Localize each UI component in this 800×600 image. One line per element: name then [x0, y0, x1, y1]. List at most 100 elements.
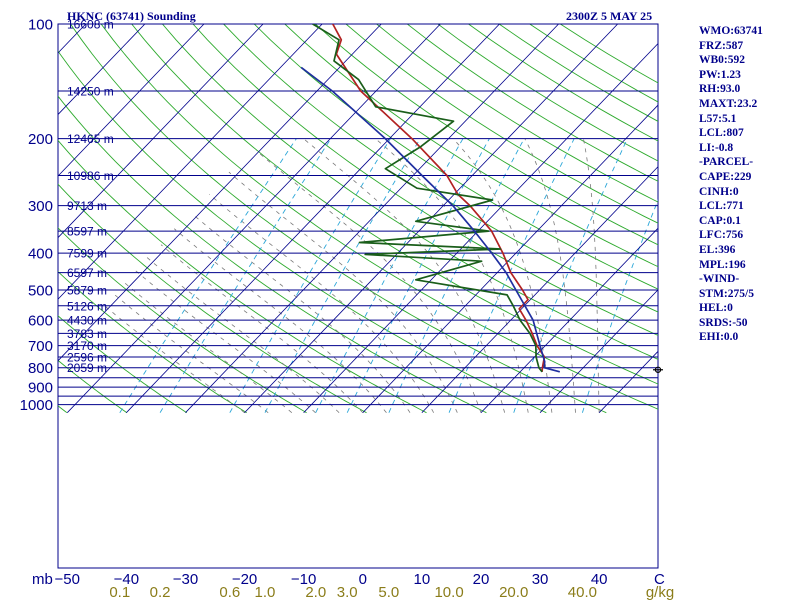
pressure-tick-label: 300 — [28, 198, 53, 215]
mixing-ratio-line — [229, 138, 391, 413]
height-label: 4430 m — [67, 314, 107, 328]
dry-adiabat — [0, 24, 7, 413]
isotherm — [58, 24, 264, 239]
pressure-unit-label: mb — [32, 571, 53, 588]
isotherm — [58, 24, 382, 362]
diagram-background — [57, 23, 659, 569]
isotherm-lines — [0, 24, 658, 413]
section-wind: -WIND- — [699, 273, 740, 286]
dry-adiabat — [192, 24, 658, 336]
dry-adiabat — [70, 24, 607, 414]
isotherm — [0, 24, 27, 413]
moist-adiabat — [255, 150, 482, 413]
height-label: 3783 m — [67, 327, 107, 341]
height-label: 8597 m — [67, 225, 107, 239]
mixing-ratio-line — [119, 138, 297, 413]
mixing-ratio-label: 0.1 — [109, 584, 130, 600]
height-label: 16608 m — [67, 18, 114, 32]
wind-marker-circle — [654, 366, 662, 373]
mixing-ratio-line — [346, 138, 490, 413]
height-label: 2596 m — [67, 351, 107, 365]
pressure-tick-label: 200 — [28, 131, 53, 148]
index-pw: PW:1.23 — [699, 68, 741, 81]
dry-adiabat — [58, 315, 188, 414]
index-l57: L57:5.1 — [699, 112, 737, 125]
dry-adiabat — [253, 24, 658, 290]
sounding-indices: WMO:63741 FRZ:587 WB0:592 PW:1.23 RH:93.… — [699, 24, 763, 345]
index-cinh: CINH:0 — [699, 185, 739, 198]
height-label: 14250 m — [67, 85, 114, 99]
temperature-tick-label: 30 — [532, 571, 549, 588]
mixing-ratio-label: 3.0 — [337, 584, 358, 600]
pressure-tick-label: 900 — [28, 380, 53, 397]
pressure-tick-label: 600 — [28, 313, 53, 330]
height-label: 6597 m — [67, 266, 107, 280]
moist-adiabat — [122, 281, 293, 413]
index-maxt: MAXT:23.2 — [699, 97, 758, 110]
mixing-ratio-label: 5.0 — [378, 584, 399, 600]
dry-adiabat — [345, 24, 658, 224]
mixing-ratio-label: 1.0 — [255, 584, 276, 600]
isotherm — [480, 227, 658, 413]
dry-adiabat — [58, 271, 247, 414]
isotherm — [303, 42, 658, 413]
temperature-tick-label: 20 — [473, 571, 490, 588]
moist-adiabat — [452, 138, 553, 413]
isotherm — [244, 24, 618, 413]
pressure-tick-label: 100 — [28, 17, 53, 34]
isotherm — [421, 166, 658, 413]
dry-adiabat — [58, 183, 367, 414]
temperature-tick-label: −10 — [291, 571, 316, 588]
pressure-tick-label: 500 — [28, 283, 53, 300]
dry-adiabat — [315, 24, 658, 246]
index-el: EL:396 — [699, 243, 736, 256]
pressure-tick-label: 800 — [28, 360, 53, 377]
dry-adiabat — [58, 95, 487, 414]
height-label: 9713 m — [67, 199, 107, 213]
temperature-tick-label: −20 — [232, 571, 257, 588]
index-li: LI:-0.8 — [699, 141, 734, 154]
temperature-tick-label: 0 — [359, 571, 367, 588]
isotherm — [539, 289, 658, 413]
pressure-tick-label: 1000 — [20, 397, 53, 414]
mixing-ratio-line — [581, 199, 658, 413]
mixing-ratio-line — [448, 138, 575, 413]
sounding-time: 2300Z 5 MAY 25 — [566, 9, 653, 23]
height-label: 3170 m — [67, 339, 107, 353]
index-srds: SRDS:-50 — [699, 316, 748, 329]
dewpoint-line — [312, 24, 543, 373]
mixing-ratio-lines — [119, 138, 658, 413]
isotherm — [58, 24, 323, 300]
index-rh: RH:93.0 — [699, 83, 741, 96]
mixing-ratio-label: 0.6 — [219, 584, 240, 600]
isotherm — [126, 24, 500, 413]
isotherm — [58, 24, 205, 177]
dry-adiabat — [407, 24, 658, 182]
index-wmo: WMO:63741 — [699, 25, 763, 37]
moist-adiabat — [146, 256, 340, 413]
dry-adiabat — [58, 139, 427, 414]
index-stm: STM:275/5 — [699, 287, 754, 300]
wind-marker — [653, 366, 663, 373]
height-label: 7599 m — [67, 247, 107, 261]
temperature-tick-label: −30 — [173, 571, 198, 588]
moist-adiabat — [208, 193, 435, 413]
temperature-tick-label: 40 — [591, 571, 608, 588]
index-lcl: LCL:807 — [699, 127, 744, 140]
mixing-ratio-label: 0.2 — [150, 584, 171, 600]
mixing-ratio-label: 2.0 — [305, 584, 326, 600]
dry-adiabat — [223, 24, 658, 313]
parcel-line — [300, 66, 561, 373]
isotherm — [185, 24, 559, 413]
index-cape: CAPE:229 — [699, 170, 752, 183]
index-lfc: LFC:756 — [699, 229, 744, 242]
height-label: 5879 m — [67, 284, 107, 298]
mixing-ratio-line — [159, 138, 332, 413]
isotherm — [58, 24, 146, 116]
moist-adiabat — [303, 138, 505, 413]
isotherm — [66, 24, 441, 413]
sounding-profiles — [300, 24, 561, 373]
mixing-ratio-line — [388, 138, 525, 413]
isotherm — [362, 104, 658, 413]
